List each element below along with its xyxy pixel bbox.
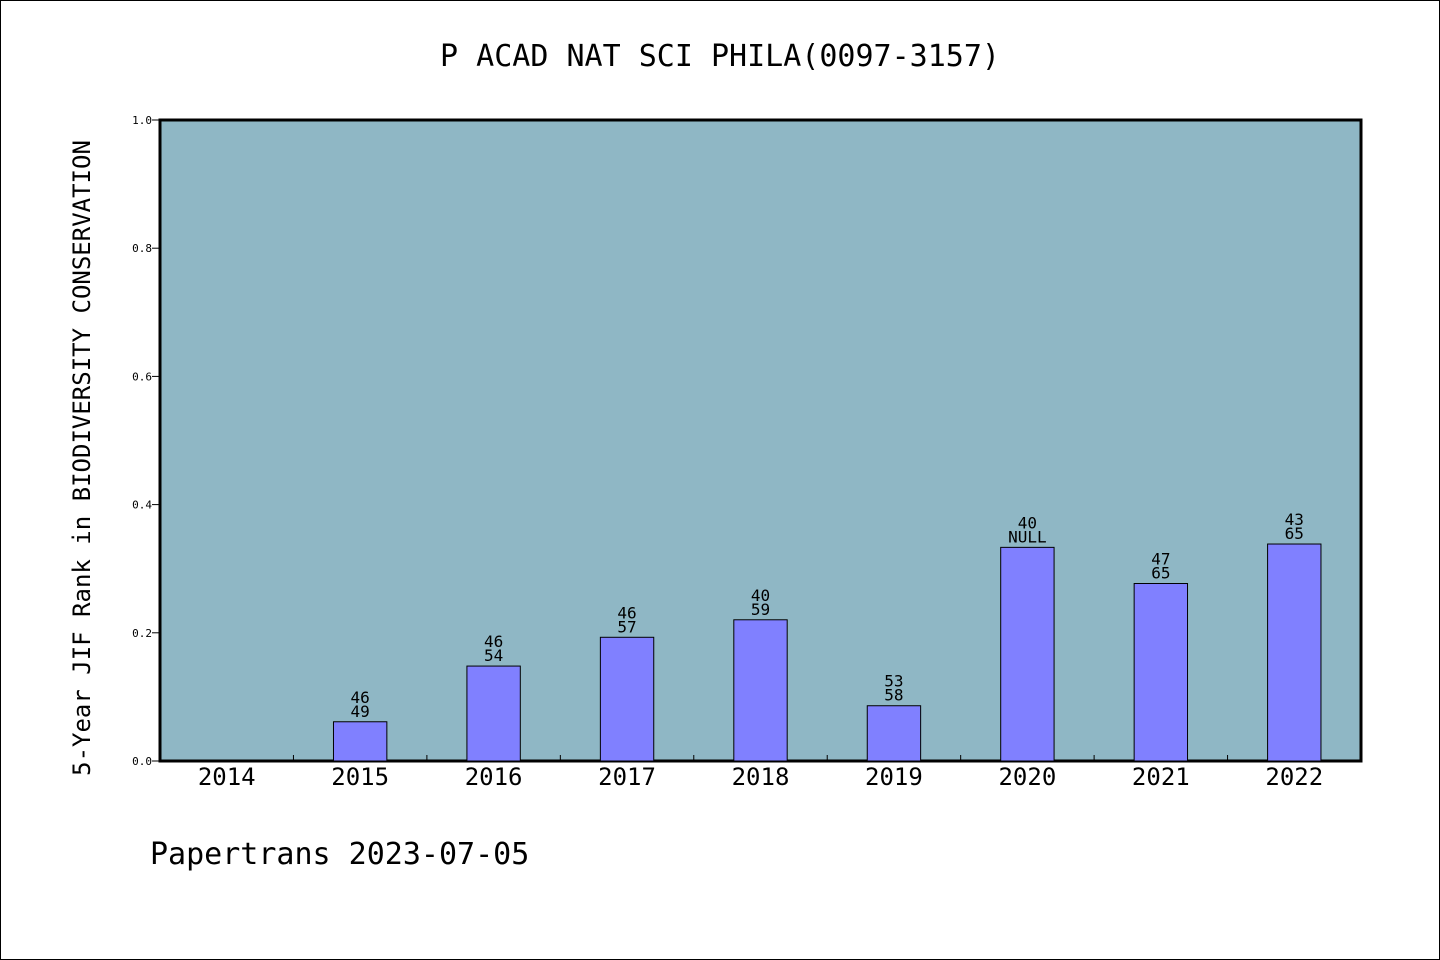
bar-label-bottom: 65 <box>1151 564 1170 583</box>
x-tick-label: 2015 <box>331 763 389 791</box>
bar-label-top: 40 <box>751 586 770 605</box>
x-tick-label: 2022 <box>1265 763 1323 791</box>
bar <box>1267 543 1322 762</box>
bar-label-top: 46 <box>351 688 370 707</box>
y-tick-label: 0.0 <box>132 755 152 768</box>
x-tick-label: 2014 <box>198 763 256 791</box>
y-tick-label: 1.0 <box>132 114 152 127</box>
bar-label-bottom: 65 <box>1285 524 1304 543</box>
bar-label-top: 46 <box>617 603 636 622</box>
y-tick-label: 0.2 <box>132 627 152 640</box>
bar-label-bottom: 58 <box>884 686 903 705</box>
x-tick-label: 2019 <box>865 763 923 791</box>
bar <box>1133 583 1189 762</box>
y-tick-label: 0.4 <box>132 499 152 512</box>
bar-label-top: 53 <box>884 672 903 691</box>
x-axis-ticks: 2014 2015 2016 2017 2018 2019 2020 2021 2022 <box>198 755 1323 791</box>
y-axis-label: 5-Year JIF Rank in BIODIVERSITY CONSERVA… <box>68 140 96 776</box>
bar-label-bottom: 59 <box>751 600 770 619</box>
bar-label-bottom: 54 <box>484 646 503 665</box>
x-tick-label: 2021 <box>1132 763 1190 791</box>
bar <box>1000 546 1055 762</box>
bar <box>332 721 388 762</box>
bar <box>466 665 521 762</box>
bar-label-top: 43 <box>1285 510 1304 529</box>
bar <box>866 705 922 762</box>
bar <box>599 636 655 762</box>
bar-label-bottom: 49 <box>351 702 370 721</box>
bar <box>733 619 788 762</box>
x-tick-label: 2018 <box>732 763 790 791</box>
y-tick-label: 0.6 <box>132 370 152 383</box>
bar-label-bottom: NULL <box>1008 527 1047 546</box>
y-tick-label: 0.8 <box>132 242 152 255</box>
bar-label-top: 47 <box>1151 550 1170 569</box>
bar-label-top: 40 <box>1018 513 1037 532</box>
bar-label-bottom: 57 <box>617 617 636 636</box>
x-tick-label: 2016 <box>465 763 523 791</box>
x-tick-label: 2017 <box>598 763 656 791</box>
y-axis-ticks: 0.0 0.2 0.4 0.6 0.8 1.0 <box>132 114 160 768</box>
chart-title: P ACAD NAT SCI PHILA(0097-3157) <box>440 39 1000 74</box>
bars <box>332 543 1322 762</box>
bar-label-top: 46 <box>484 632 503 651</box>
x-tick-label: 2020 <box>998 763 1056 791</box>
footer-credit: Papertrans 2023-07-05 <box>150 837 529 872</box>
